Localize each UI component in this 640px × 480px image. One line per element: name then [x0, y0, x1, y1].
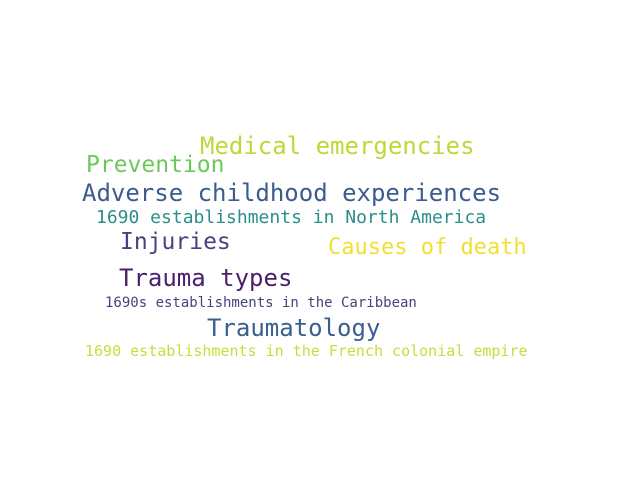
word-trauma-types: Trauma types — [119, 264, 293, 292]
word-1690-establishments-north-america: 1690 establishments in North America — [96, 207, 487, 228]
word-injuries: Injuries — [120, 229, 231, 255]
word-adverse-childhood-experiences: Adverse childhood experiences — [82, 179, 502, 207]
word-medical-emergencies: Medical emergencies — [200, 132, 475, 160]
word-1690-establishments-french-colonial-empire: 1690 establishments in the French coloni… — [85, 342, 528, 360]
word-prevention: Prevention — [86, 152, 225, 178]
word-1690s-establishments-caribbean: 1690s establishments in the Caribbean — [105, 295, 417, 311]
word-traumatology: Traumatology — [207, 314, 381, 342]
word-causes-of-death: Causes of death — [328, 235, 527, 260]
